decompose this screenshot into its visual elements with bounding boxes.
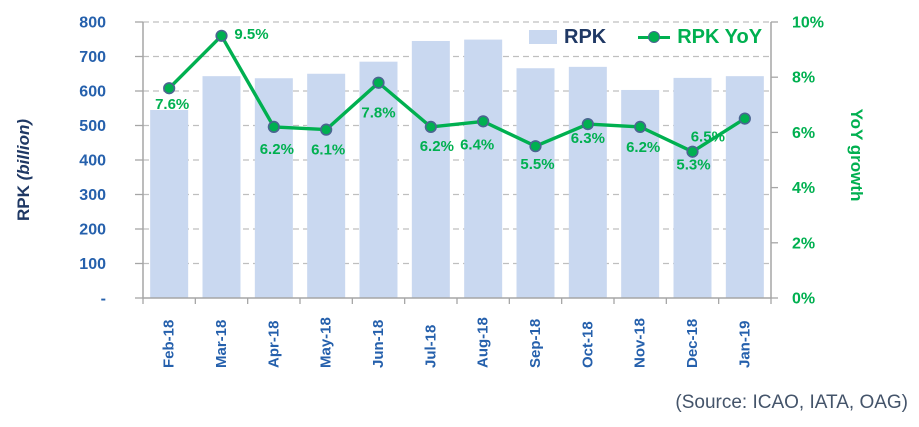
data-label-aug-18: 6.4% [460, 136, 494, 153]
data-label-jul-18: 6.2% [420, 138, 454, 155]
data-label-mar-18: 9.5% [234, 26, 268, 43]
x-tick-label-aug-18: Aug-18 [475, 317, 492, 368]
source-note: (Source: ICAO, IATA, OAG) [675, 392, 908, 413]
bar-jan-19[interactable] [725, 76, 764, 298]
marker-feb-18[interactable] [163, 82, 176, 95]
marker-jul-18[interactable] [424, 120, 437, 133]
left-tick-label-700: 700 [79, 49, 106, 66]
marker-dec-18[interactable] [686, 145, 699, 158]
data-label-may-18: 6.1% [311, 142, 345, 159]
legend-item-rpk-yoy[interactable]: RPK YoY [638, 27, 762, 47]
x-tick-label-dec-18: Dec-18 [684, 319, 701, 368]
left-tick-label-200: 200 [79, 222, 106, 239]
marker-aug-18[interactable] [477, 115, 490, 128]
data-label-jun-18: 7.8% [361, 105, 395, 122]
right-axis-title: YoY growth [847, 108, 866, 202]
left-tick-label-300: 300 [79, 187, 106, 204]
left-axis-title-unit: (billion) [14, 118, 33, 181]
data-label-oct-18: 6.3% [571, 130, 605, 147]
marker-oct-18[interactable] [581, 118, 594, 131]
right-tick-label-4%: 4% [792, 180, 815, 197]
legend-item-rpk[interactable]: RPK [529, 27, 606, 47]
marker-apr-18[interactable] [267, 120, 280, 133]
left-tick-label-800: 800 [79, 15, 106, 32]
bar-dec-18[interactable] [673, 77, 712, 298]
marker-sep-18[interactable] [529, 140, 542, 153]
bar-oct-18[interactable] [568, 66, 607, 298]
x-tick-label-jun-18: Jun-18 [370, 320, 387, 368]
bar-jun-18[interactable] [359, 61, 398, 298]
left-tick-label-600: 600 [79, 84, 106, 101]
right-tick-label-6%: 6% [792, 125, 815, 142]
right-tick-label-0%: 0% [792, 291, 815, 308]
bar-may-18[interactable] [307, 73, 346, 298]
right-tick-label-10%: 10% [792, 15, 824, 32]
bar-sep-18[interactable] [516, 68, 555, 298]
left-tick-label-100: 100 [79, 256, 106, 273]
x-tick-label-may-18: May-18 [318, 317, 335, 368]
left-axis-title: RPK (billion) [14, 119, 34, 221]
x-tick-label-oct-18: Oct-18 [579, 321, 596, 368]
left-tick-label-400: 400 [79, 153, 106, 170]
bar-mar-18[interactable] [202, 76, 241, 298]
legend-label-rpk-yoy: RPK YoY [677, 26, 763, 48]
rpk-yoy-line [167, 34, 747, 154]
bar-apr-18[interactable] [254, 78, 293, 298]
bar-jul-18[interactable] [411, 40, 450, 298]
left-tick-label--: - [101, 291, 106, 308]
rpk-swatch-icon [529, 30, 557, 44]
x-tick-label-feb-18: Feb-18 [161, 320, 178, 368]
marker-may-18[interactable] [320, 123, 333, 136]
line-dot-icon [638, 31, 671, 43]
left-tick-label-500: 500 [79, 118, 106, 135]
legend: RPK RPK YoY [529, 27, 762, 47]
right-tick-label-2%: 2% [792, 235, 815, 252]
data-label-feb-18: 7.6% [155, 96, 189, 113]
marker-mar-18[interactable] [215, 29, 228, 42]
data-label-sep-18: 5.5% [520, 156, 554, 173]
left-axis-title-main: RPK [14, 185, 33, 222]
bar-aug-18[interactable] [464, 39, 503, 298]
data-label-apr-18: 6.2% [260, 141, 294, 158]
legend-dot [648, 31, 661, 43]
marker-jun-18[interactable] [372, 76, 385, 89]
x-tick-label-sep-18: Sep-18 [527, 319, 544, 368]
x-tick-label-apr-18: Apr-18 [265, 320, 282, 368]
x-tick-label-jul-18: Jul-18 [422, 325, 439, 368]
bar-feb-18[interactable] [150, 109, 189, 298]
data-label-nov-18: 6.2% [626, 139, 660, 156]
x-tick-label-mar-18: Mar-18 [213, 320, 230, 368]
marker-nov-18[interactable] [634, 120, 647, 133]
legend-label-rpk: RPK [564, 26, 607, 48]
x-tick-label-nov-18: Nov-18 [632, 318, 649, 368]
data-label-dec-18: 5.3% [676, 157, 710, 174]
marker-jan-19[interactable] [738, 112, 751, 125]
x-tick-label-jan-19: Jan-19 [736, 320, 753, 368]
data-label-jan-19: 6.5% [691, 129, 725, 146]
right-tick-label-8%: 8% [792, 70, 815, 87]
